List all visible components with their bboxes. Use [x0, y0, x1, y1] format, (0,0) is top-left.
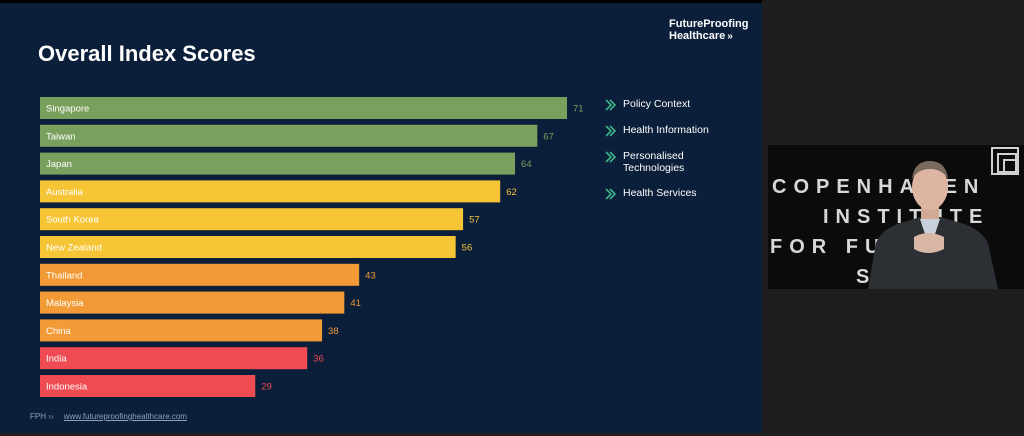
bar-chart: Singapore 71 Taiwan 67 Japan 64 Australia 62 Sou…	[40, 97, 584, 397]
bar-category-label: Indonesia	[46, 382, 88, 393]
legend-item: Health Services	[604, 187, 733, 201]
bar-category-label: New Zealand	[46, 243, 102, 254]
brand-line-1: FutureProofing	[669, 18, 749, 30]
bar-value-label: 64	[521, 159, 532, 170]
speaker-figure	[868, 161, 998, 289]
chevron-right-double-icon	[605, 188, 617, 200]
bar-category-label: Japan	[46, 159, 72, 170]
legend-item: Health Information	[604, 124, 733, 138]
chevron-right-double-icon	[605, 99, 617, 111]
bar-thailand	[40, 263, 360, 286]
bar-category-label: Thailand	[46, 270, 82, 281]
chevron-right-icon: »	[727, 31, 733, 42]
bar-value-label: 67	[543, 131, 554, 142]
bar-south-korea	[40, 208, 464, 231]
bar-new-zealand	[40, 236, 456, 258]
legend-item: Personalised Technologies	[604, 150, 733, 174]
presentation-slide: Overall Index Scores FutureProofing Heal…	[0, 0, 762, 433]
legend-label: Personalised Technologies	[623, 150, 685, 174]
video-backdrop-text-4: S	[856, 266, 877, 288]
chevron-right-double-icon	[605, 151, 617, 163]
bar-category-label: China	[46, 326, 72, 337]
bar-category-label: India	[46, 354, 67, 365]
bar-japan	[40, 152, 516, 175]
brand-line-2: Healthcare	[669, 30, 726, 42]
bar-value-label: 36	[313, 354, 324, 365]
institute-logo-icon	[991, 147, 1019, 175]
footer-fph-label: FPH ››	[30, 412, 54, 421]
bar-value-label: 57	[469, 215, 480, 226]
bar-category-label: Australia	[46, 187, 84, 198]
legend-label: Health Information	[623, 124, 709, 136]
bar-singapore	[40, 97, 567, 119]
legend-label: Health Services	[623, 187, 697, 199]
legend-item: Policy Context	[604, 98, 733, 112]
footer-website-link[interactable]: www.futureproofinghealthcare.com	[63, 412, 187, 421]
legend-label: Policy Context	[623, 98, 691, 110]
bar-category-label: Malaysia	[46, 298, 84, 309]
bar-india	[40, 347, 308, 370]
bar-value-label: 62	[506, 187, 517, 198]
bar-category-label: South Korea	[46, 215, 100, 226]
bar-australia	[40, 180, 501, 203]
bar-value-label: 71	[573, 104, 584, 115]
slide-title: Overall Index Scores	[38, 41, 256, 66]
bar-value-label: 43	[365, 270, 376, 281]
bar-indonesia	[40, 375, 256, 397]
brand-logo: FutureProofing Healthcare»	[669, 18, 748, 43]
bar-taiwan	[40, 124, 538, 147]
bar-value-label: 56	[462, 243, 473, 254]
bar-malaysia	[40, 291, 345, 314]
bar-china	[40, 319, 323, 342]
bar-category-label: Taiwan	[46, 131, 76, 142]
bar-value-label: 38	[328, 326, 339, 337]
bar-category-label: Singapore	[46, 104, 89, 115]
chevron-right-double-icon	[605, 125, 617, 137]
footer: FPH ›› www.futureproofinghealthcare.com	[30, 412, 187, 421]
bar-value-label: 29	[261, 382, 272, 393]
bar-value-label: 41	[350, 298, 361, 309]
